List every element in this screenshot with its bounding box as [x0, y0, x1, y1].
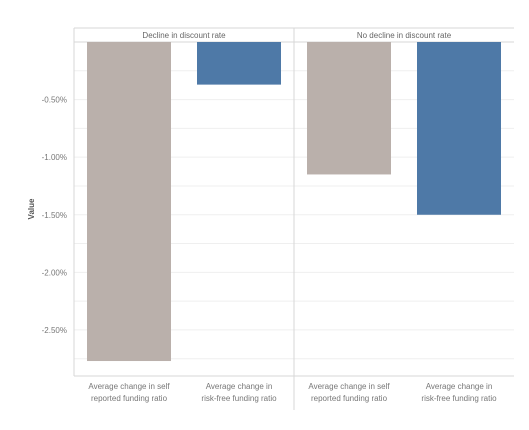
x-tick-label: Average change in [206, 382, 273, 391]
x-tick-label: reported funding ratio [91, 394, 168, 403]
bar [87, 42, 171, 362]
x-tick-label: risk-free funding ratio [201, 394, 277, 403]
bar [417, 42, 501, 215]
panel-title: No decline in discount rate [357, 31, 452, 40]
x-tick-label: Average change in self [88, 382, 170, 391]
bar [197, 42, 281, 85]
y-tick-label: -1.50% [42, 211, 67, 220]
x-tick-label: Average change in self [308, 382, 390, 391]
x-tick-label: Average change in [426, 382, 493, 391]
y-axis-label: Value [27, 198, 36, 219]
y-tick-label: -2.00% [42, 268, 67, 277]
x-tick-label: risk-free funding ratio [421, 394, 497, 403]
y-tick-label: -1.00% [42, 153, 67, 162]
panel-title: Decline in discount rate [142, 31, 226, 40]
y-tick-label: -0.50% [42, 96, 67, 105]
x-tick-label: reported funding ratio [311, 394, 388, 403]
y-tick-label: -2.50% [42, 326, 67, 335]
bar [307, 42, 391, 175]
